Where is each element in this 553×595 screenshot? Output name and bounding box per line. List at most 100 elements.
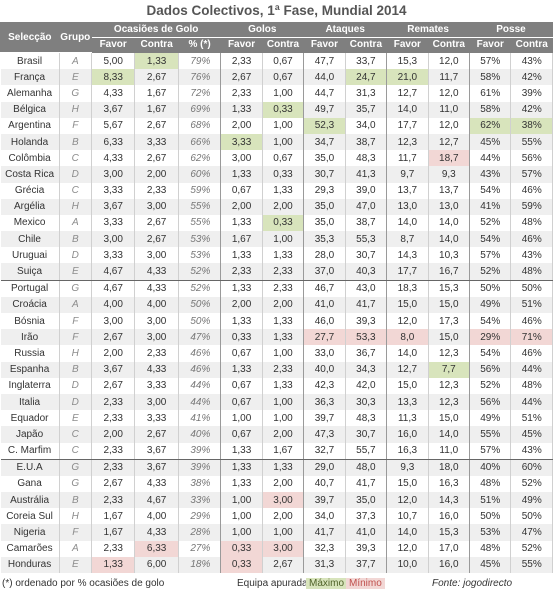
cell-c-c: 2,67 — [134, 426, 179, 443]
cell-team: Brasil — [0, 52, 60, 70]
cell-p-c: 43% — [510, 247, 553, 264]
cell-r-c: 12,3 — [428, 345, 471, 362]
cell-team: Gana — [0, 475, 60, 493]
cell-p-c: 39% — [510, 85, 553, 102]
cell-group: A — [59, 296, 92, 313]
cell-a-c: 55,3 — [345, 231, 388, 248]
cell-a-c: 35,7 — [345, 101, 388, 118]
cell-p-f: 58% — [469, 69, 512, 86]
cell-group: D — [59, 166, 92, 183]
cell-c-f: 3,67 — [91, 101, 136, 118]
cell-pct: 52% — [178, 280, 222, 297]
header-goals: Golos — [220, 22, 305, 38]
cell-r-f: 14,0 — [386, 101, 429, 118]
cell-g-c: 1,00 — [262, 117, 305, 134]
table-row: Equador E 2,33 3,33 41% 1,00 1,00 39,7 48,3 11,3 1… — [0, 410, 553, 427]
cell-team: Bélgica — [0, 101, 60, 118]
cell-g-c: 2,33 — [262, 361, 305, 378]
table-row: Grécia C 3,33 2,33 59% 0,67 1,33 29,3 39,0 13,7 13… — [0, 182, 553, 199]
legend: (*) ordenado por % ocasiões de golo Equi… — [0, 573, 553, 595]
cell-c-c: 4,33 — [134, 524, 179, 541]
cell-c-c: 3,67 — [134, 442, 179, 460]
cell-g-f: 2,33 — [220, 263, 263, 281]
cell-g-f: 2,67 — [220, 69, 263, 86]
cell-pct: 27% — [178, 540, 222, 557]
cell-c-f: 2,33 — [91, 459, 136, 476]
cell-team: Inglaterra — [0, 377, 60, 394]
cell-c-c: 1,67 — [134, 85, 179, 102]
cell-g-c: 0,33 — [262, 166, 305, 183]
cell-c-f: 2,33 — [91, 442, 136, 460]
cell-g-f: 0,67 — [220, 393, 263, 411]
cell-pct: 38% — [178, 475, 222, 493]
cell-r-c: 15,0 — [428, 329, 471, 346]
cell-g-c: 2,33 — [262, 280, 305, 297]
cell-p-c: 38% — [510, 117, 553, 134]
cell-p-c: 48% — [510, 377, 553, 394]
cell-a-f: 37,0 — [303, 263, 346, 281]
table-row: Gana G 2,67 4,33 38% 1,33 2,00 40,7 41,7 15,0 16,3… — [0, 475, 553, 493]
cell-group: D — [59, 247, 92, 264]
table-row: Bósnia F 3,00 3,00 50% 1,33 1,33 46,0 39,3 12,0 17… — [0, 313, 553, 330]
table-row: Holanda B 6,33 3,33 66% 3,33 1,00 34,7 38,7 12,3 1… — [0, 133, 553, 151]
table-row: Argentina F 5,67 2,67 68% 2,00 1,00 52,3 34,0 17,… — [0, 117, 553, 134]
cell-p-f: 41% — [469, 198, 512, 215]
cell-r-f: 9,3 — [386, 459, 429, 476]
cell-pct: 50% — [178, 313, 222, 330]
cell-r-c: 15,0 — [428, 410, 471, 427]
cell-r-c: 15,3 — [428, 524, 471, 541]
cell-g-f: 1,33 — [220, 166, 263, 183]
header-chances: Ocasiões de Golo — [90, 22, 222, 38]
cell-g-c: 1,00 — [262, 524, 305, 541]
cell-g-c: 1,33 — [262, 377, 305, 394]
cell-team: Uruguai — [0, 247, 60, 264]
cell-r-c: 18,0 — [428, 459, 471, 476]
cell-r-f: 14,3 — [386, 247, 429, 264]
cell-p-c: 50% — [510, 280, 553, 297]
cell-r-c: 18,7 — [428, 150, 471, 167]
cell-g-f: 1,33 — [220, 459, 263, 476]
cell-p-f: 45% — [469, 556, 512, 573]
cell-c-f: 2,33 — [91, 492, 136, 509]
cell-a-f: 39,7 — [303, 410, 346, 427]
cell-g-c: 1,33 — [262, 313, 305, 330]
cell-r-c: 16,0 — [428, 508, 471, 525]
cell-r-c: 12,3 — [428, 393, 471, 411]
table-row: C. Marfim C 2,33 3,67 39% 1,33 1,67 32,7 55,7 16,… — [0, 442, 553, 460]
cell-a-f: 31,3 — [303, 556, 346, 573]
cell-pct: 29% — [178, 508, 222, 525]
cell-team: Camarões — [0, 540, 60, 557]
cell-c-f: 2,33 — [91, 540, 136, 557]
cell-r-c: 16,3 — [428, 475, 471, 493]
cell-r-f: 11,7 — [386, 150, 429, 167]
cell-pct: 44% — [178, 393, 222, 411]
cell-g-c: 0,67 — [262, 150, 305, 167]
cell-g-f: 2,33 — [220, 85, 263, 102]
cell-pct: 18% — [178, 556, 222, 573]
cell-p-c: 46% — [510, 182, 553, 199]
cell-c-f: 2,00 — [91, 426, 136, 443]
cell-p-f: 57% — [469, 52, 512, 70]
cell-g-c: 0,33 — [262, 214, 305, 232]
cell-p-f: 51% — [469, 492, 512, 509]
cell-group: G — [59, 459, 92, 476]
cell-c-c: 2,67 — [134, 231, 179, 248]
cell-c-f: 6,33 — [91, 133, 136, 151]
cell-r-c: 11,0 — [428, 101, 471, 118]
cell-a-f: 29,3 — [303, 182, 346, 199]
cell-p-c: 59% — [510, 198, 553, 215]
cell-r-f: 9,7 — [386, 166, 429, 183]
cell-a-f: 34,0 — [303, 508, 346, 525]
cell-a-f: 47,3 — [303, 426, 346, 443]
cell-pct: 59% — [178, 182, 222, 199]
cell-a-f: 35,0 — [303, 214, 346, 232]
cell-team: Nigeria — [0, 524, 60, 541]
cell-team: Coreia Sul — [0, 508, 60, 525]
cell-group: E — [59, 410, 92, 427]
cell-g-c: 1,00 — [262, 393, 305, 411]
cell-g-f: 1,33 — [220, 101, 263, 118]
cell-a-c: 34,0 — [345, 117, 388, 134]
cell-a-f: 27,7 — [303, 329, 346, 346]
cell-r-c: 7,7 — [428, 361, 471, 378]
cell-a-f: 44,0 — [303, 69, 346, 86]
